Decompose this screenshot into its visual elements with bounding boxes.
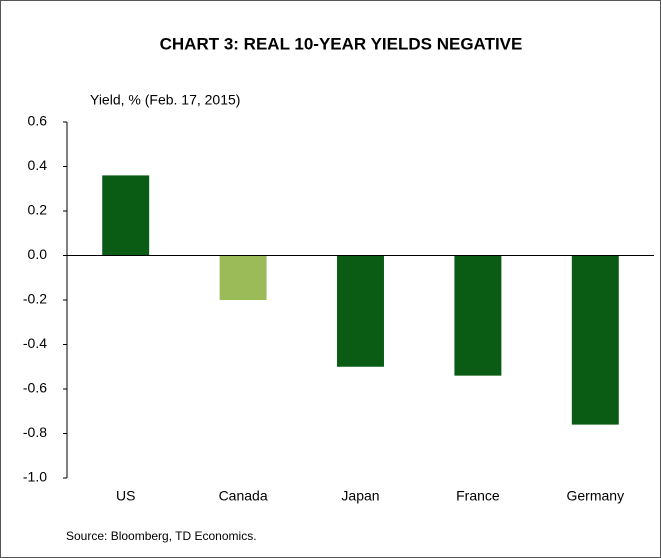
bar — [337, 255, 384, 367]
y-tick-label: -0.8 — [23, 424, 47, 440]
y-tick-label: 0.4 — [28, 157, 48, 173]
y-tick-label: -1.0 — [23, 469, 47, 485]
x-tick-label: Canada — [219, 488, 268, 504]
x-tick-label: Japan — [341, 488, 379, 504]
y-tick-label: 0.2 — [28, 202, 48, 218]
bar — [219, 255, 267, 300]
source-note: Source: Bloomberg, TD Economics. — [66, 529, 257, 543]
x-tick-label: France — [456, 488, 500, 504]
bar — [571, 255, 619, 425]
y-axis-label: Yield, % (Feb. 17, 2015) — [90, 92, 240, 108]
y-tick-label: -0.6 — [23, 380, 47, 396]
y-tick-label: -0.2 — [23, 291, 47, 307]
y-tick-label: -0.4 — [23, 335, 47, 351]
bar — [102, 175, 150, 256]
bar — [454, 255, 502, 376]
y-tick-label: 0.0 — [28, 246, 48, 262]
y-tick-label: 0.6 — [28, 113, 48, 129]
x-tick-label: US — [116, 488, 135, 504]
chart-title: CHART 3: REAL 10-YEAR YIELDS NEGATIVE — [160, 34, 523, 53]
x-tick-label: Germany — [567, 488, 625, 504]
